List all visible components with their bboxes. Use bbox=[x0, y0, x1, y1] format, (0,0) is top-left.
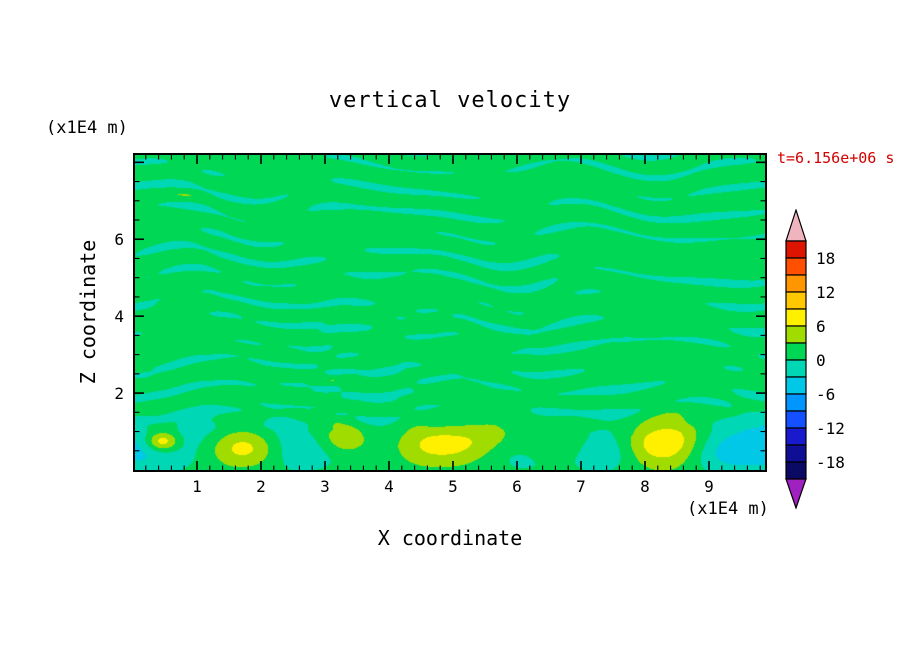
colorbar-band bbox=[785, 427, 807, 446]
colorbar-band bbox=[785, 359, 807, 378]
colorbar-band bbox=[785, 393, 807, 412]
colorbar-band bbox=[785, 444, 807, 463]
x-tick-label: 7 bbox=[576, 477, 586, 496]
plot-area bbox=[133, 153, 767, 472]
colorbar-band bbox=[785, 274, 807, 293]
colorbar-tick-label: 0 bbox=[816, 351, 826, 370]
x-tick-labels: 1 2 3 4 5 6 7 8 9 bbox=[135, 477, 765, 497]
z-tick-labels: 2 4 6 bbox=[92, 155, 124, 470]
colorbar-tick-label: -12 bbox=[816, 419, 845, 438]
z-tick-label: 2 bbox=[114, 384, 124, 404]
colorbar-band bbox=[785, 257, 807, 276]
plot-title: vertical velocity bbox=[328, 88, 572, 113]
x-tick-label: 1 bbox=[192, 477, 202, 496]
x-tick-label: 6 bbox=[512, 477, 522, 496]
z-axis-unit: (x1E4 m) bbox=[46, 118, 128, 138]
x-tick-label: 8 bbox=[640, 477, 650, 496]
colorbar-band bbox=[785, 325, 807, 344]
x-axis-label: X coordinate bbox=[377, 526, 523, 550]
colorbar bbox=[785, 209, 807, 509]
x-tick-label: 4 bbox=[384, 477, 394, 496]
time-label: t=6.156e+06 s bbox=[777, 149, 895, 167]
colorbar-under-arrow bbox=[785, 478, 807, 509]
colorbar-band bbox=[785, 308, 807, 327]
colorbar-band bbox=[785, 240, 807, 259]
colorbar-labels: 18 12 6 0 -6 -12 -18 bbox=[816, 209, 862, 509]
colorbar-tick-label: -6 bbox=[816, 385, 836, 404]
contour-canvas bbox=[135, 155, 765, 470]
z-tick-label: 4 bbox=[114, 307, 124, 327]
axis-ticks bbox=[135, 155, 765, 470]
colorbar-band bbox=[785, 291, 807, 310]
colorbar-over-arrow bbox=[785, 209, 807, 242]
colorbar-band bbox=[785, 410, 807, 429]
colorbar-tick-label: 12 bbox=[816, 283, 836, 302]
colorbar-band bbox=[785, 461, 807, 480]
colorbar-band bbox=[785, 342, 807, 361]
z-tick-label: 6 bbox=[114, 230, 124, 250]
colorbar-tick-label: 6 bbox=[816, 317, 826, 336]
colorbar-tick-label: 18 bbox=[816, 249, 836, 268]
x-tick-label: 9 bbox=[704, 477, 714, 496]
x-tick-label: 3 bbox=[320, 477, 330, 496]
x-tick-label: 5 bbox=[448, 477, 458, 496]
colorbar-band bbox=[785, 376, 807, 395]
colorbar-tick-label: -18 bbox=[816, 453, 845, 472]
x-tick-label: 2 bbox=[256, 477, 266, 496]
x-axis-unit: (x1E4 m) bbox=[687, 499, 769, 519]
